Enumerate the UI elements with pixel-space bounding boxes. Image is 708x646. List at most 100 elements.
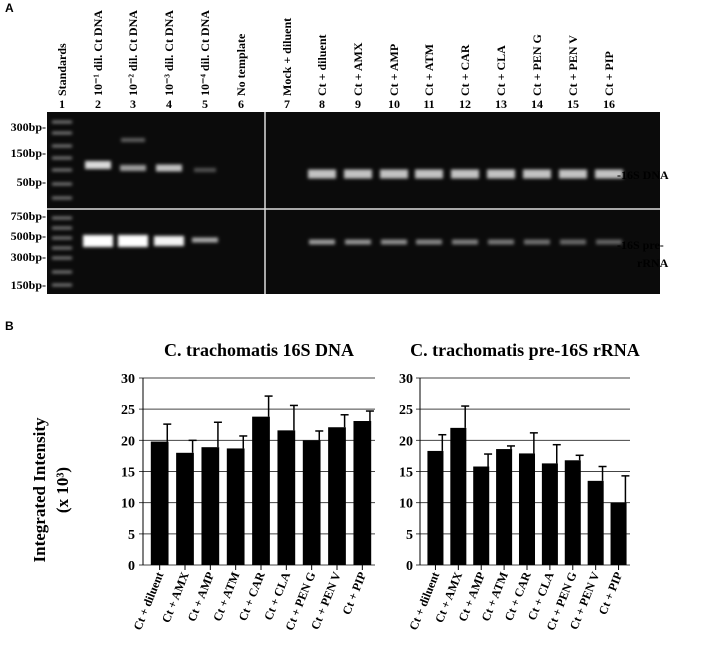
lane-number: 13	[495, 97, 507, 111]
gel-band	[52, 144, 72, 148]
lane-label: Ct + AMX	[351, 42, 365, 96]
lane-label: Ct + PEN G	[530, 34, 544, 96]
y-axis-label: Integrated Intensity	[30, 417, 49, 562]
y-tick-label: 30	[399, 372, 413, 387]
y-tick-label: 10	[399, 497, 413, 512]
bar	[252, 416, 270, 565]
gel-band	[118, 235, 148, 247]
y-tick-label: 20	[121, 434, 135, 449]
lane-number: 15	[567, 97, 579, 111]
y-tick-label: 25	[121, 403, 135, 418]
lane-number: 9	[355, 97, 361, 111]
gel-band	[596, 239, 622, 245]
lane-number: 2	[95, 97, 101, 111]
lane-label: Ct + CLA	[494, 45, 508, 96]
bar	[518, 453, 536, 565]
lane-label: Ct + AMP	[387, 44, 401, 96]
panel-label: B	[5, 319, 14, 333]
gel-band	[85, 161, 111, 169]
x-tick-label: Ct + diluent	[130, 570, 166, 632]
size-marker: 750bp-	[11, 209, 46, 223]
bar	[150, 441, 169, 565]
lane-label: Ct + ATM	[422, 44, 436, 96]
gel-band	[380, 169, 408, 179]
bar	[541, 463, 558, 565]
bar	[427, 450, 444, 565]
gel-band	[52, 168, 72, 172]
lane-label: 10⁻¹ dil. Ct DNA	[91, 10, 105, 96]
chart-title: C. trachomatis pre-16S rRNA	[410, 340, 640, 360]
gel-band	[52, 270, 72, 274]
y-tick-label: 15	[121, 466, 135, 481]
gel-band	[83, 235, 113, 247]
bar	[610, 502, 627, 565]
bar	[473, 466, 490, 565]
gel-band	[309, 239, 335, 245]
band-label: -16S DNA	[617, 168, 669, 182]
gel-band	[523, 169, 551, 179]
gel-band	[560, 239, 586, 245]
lane-number: 5	[202, 97, 208, 111]
bar	[328, 427, 346, 565]
gel-band	[381, 239, 407, 245]
gel-band	[451, 169, 479, 179]
chart-title: C. trachomatis 16S DNA	[164, 340, 354, 360]
lane-number: 10	[388, 97, 400, 111]
gel-band	[52, 156, 72, 160]
y-tick-label: 0	[128, 559, 135, 574]
x-tick-label: Ct + diluent	[406, 570, 442, 632]
gel-band	[308, 169, 336, 179]
gel-band	[488, 239, 514, 245]
y-tick-label: 15	[399, 466, 413, 481]
gel-band	[52, 283, 72, 287]
lane-label: Ct + PIP	[602, 51, 616, 96]
gel-band	[52, 226, 72, 230]
lane-number: 7	[284, 97, 290, 111]
size-marker: 300bp-	[11, 120, 46, 134]
lane-label: Standards	[55, 43, 69, 96]
gel-band	[52, 216, 72, 220]
bar	[277, 430, 296, 565]
gel-band	[52, 120, 72, 124]
lane-number: 6	[238, 97, 244, 111]
gel-band	[121, 138, 145, 142]
lane-number: 8	[319, 97, 325, 111]
lane-number: 12	[459, 97, 471, 111]
y-tick-label: 10	[121, 497, 135, 512]
bar	[302, 440, 321, 565]
gel-band	[524, 239, 550, 245]
bar	[226, 448, 245, 565]
y-tick-label: 30	[121, 372, 135, 387]
y-tick-label: 5	[406, 528, 413, 543]
gel-band	[559, 169, 587, 179]
gel-band	[194, 168, 216, 172]
bar	[587, 480, 604, 565]
lane-label: Mock + diluent	[280, 18, 294, 96]
y-tick-label: 20	[399, 434, 413, 449]
y-axis-label: (x 10³)	[53, 467, 72, 513]
lane-number: 1	[59, 97, 65, 111]
gel-bands	[52, 120, 623, 287]
lane-number: 16	[603, 97, 615, 111]
gel	[47, 112, 660, 294]
size-marker: 500bp-	[11, 229, 46, 243]
gel-band	[52, 131, 72, 135]
lane-label: Ct + PEN V	[566, 35, 580, 96]
x-tick-label: Ct + PIP	[339, 570, 369, 617]
size-marker: 150bp-	[11, 146, 46, 160]
lane-label: No template	[234, 33, 248, 96]
gel-band	[52, 182, 72, 186]
size-marker: 150bp-	[11, 278, 46, 292]
lane-number: 14	[531, 97, 543, 111]
lane-number: 4	[166, 97, 172, 111]
gel-band	[156, 164, 182, 172]
gel-band	[344, 169, 372, 179]
bar	[450, 427, 467, 565]
gel-band	[154, 236, 184, 246]
gel-band	[452, 239, 478, 245]
bar	[496, 449, 513, 565]
y-tick-label: 5	[128, 528, 135, 543]
lane-number: 11	[423, 97, 434, 111]
gel-band	[345, 239, 371, 245]
